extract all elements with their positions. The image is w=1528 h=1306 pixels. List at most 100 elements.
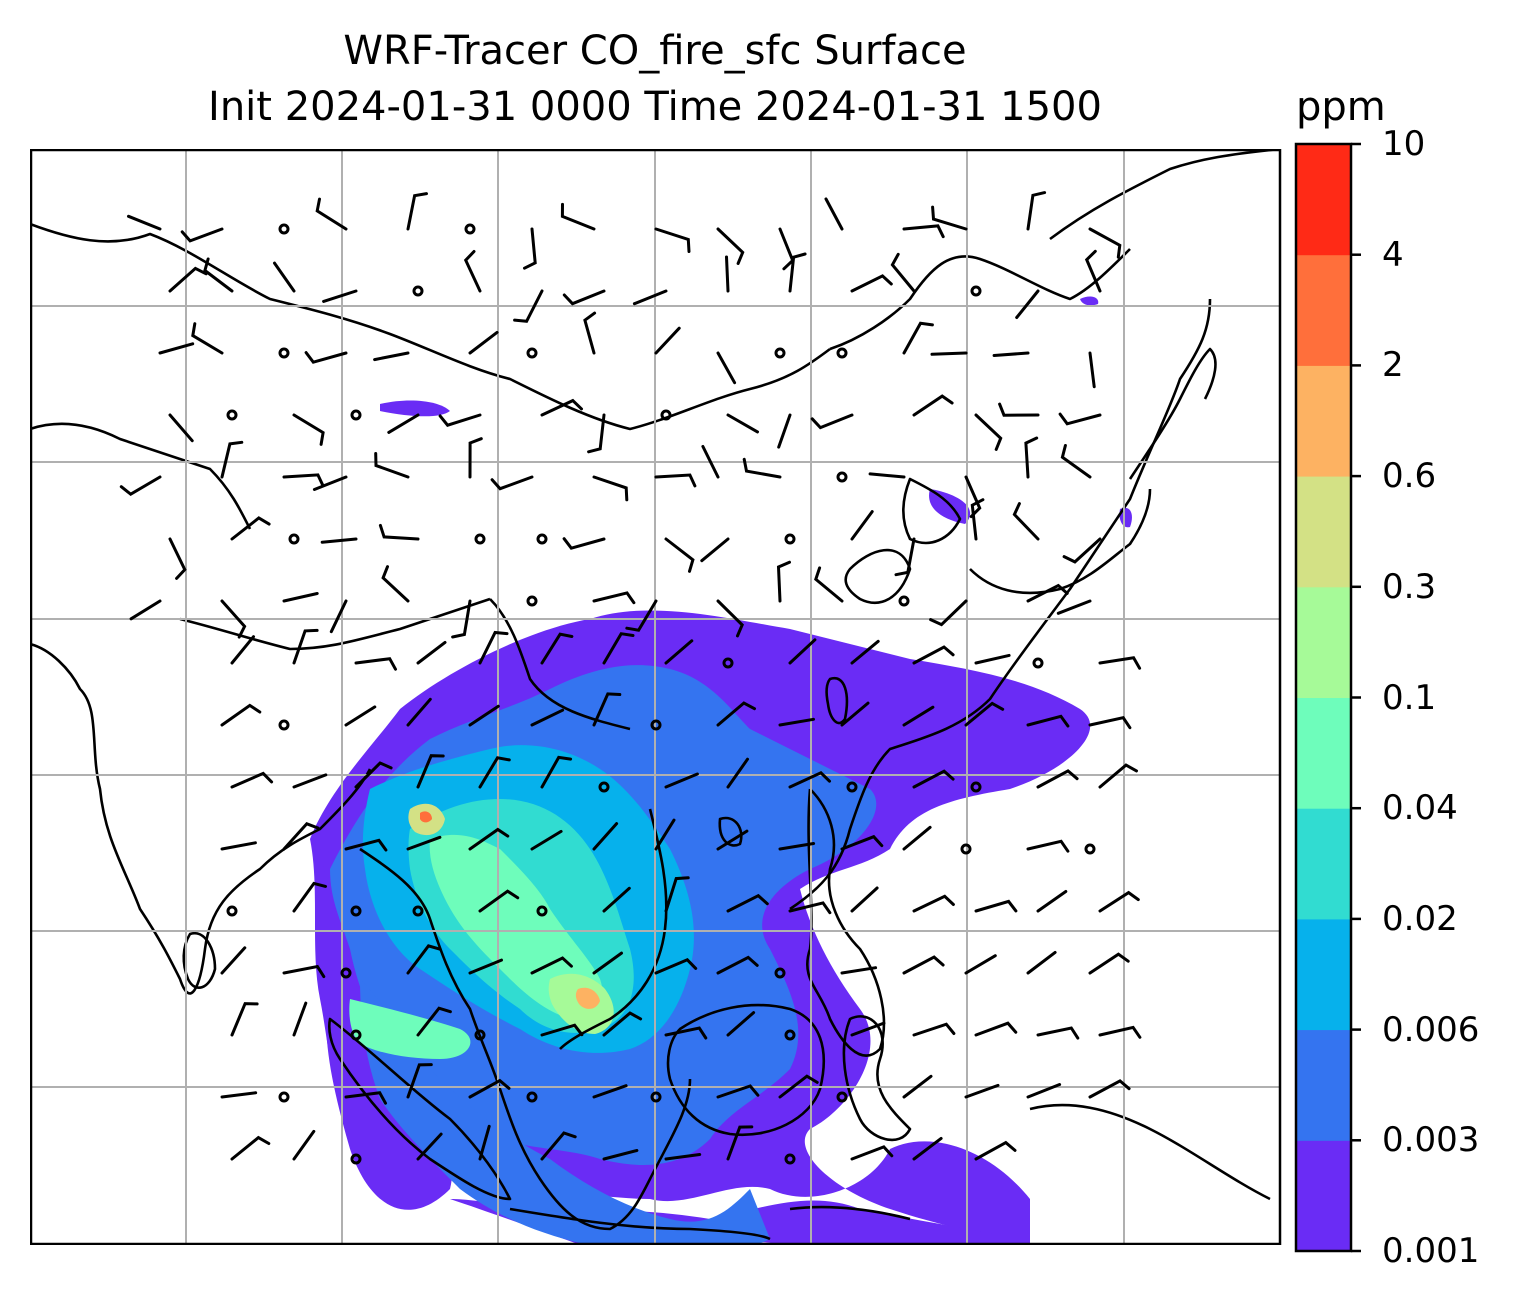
wind-barb xyxy=(560,202,596,231)
wind-calm-marker xyxy=(836,1091,848,1103)
coastline-taiwan xyxy=(825,676,849,725)
field-fragment-north xyxy=(380,400,450,417)
wind-barb xyxy=(850,1021,886,1037)
wind-barb xyxy=(523,227,537,270)
wind-barb xyxy=(602,632,635,665)
wind-calm-marker xyxy=(784,1153,796,1165)
wind-barb xyxy=(329,599,348,634)
wind-calm-marker xyxy=(598,781,610,793)
wind-barb xyxy=(230,516,271,541)
wind-calm-marker xyxy=(474,1029,486,1041)
wind-barb xyxy=(158,342,195,355)
coastline-hainan xyxy=(718,816,743,847)
wind-barb xyxy=(583,311,597,355)
wind-barb xyxy=(716,227,745,265)
wind-barb xyxy=(273,261,296,293)
wind-barb xyxy=(1088,716,1132,730)
wind-barb xyxy=(912,394,954,417)
wind-calm-marker xyxy=(288,533,300,545)
map-panel xyxy=(30,149,1282,1245)
wind-barb xyxy=(592,475,629,502)
wind-barb xyxy=(129,599,162,621)
colorbar-tick-label: 0.003 xyxy=(1382,1120,1480,1161)
wind-barb xyxy=(406,192,428,231)
wind-barb xyxy=(1036,769,1079,789)
coastline-central-asia xyxy=(30,422,252,530)
wind-barb xyxy=(381,565,410,603)
colorbar-band xyxy=(1296,365,1351,477)
border-himalaya xyxy=(179,597,491,651)
wind-barb xyxy=(468,1078,511,1099)
wind-calm-marker xyxy=(836,471,848,483)
wind-calm-marker xyxy=(1084,843,1096,855)
colorbar-tick-label: 0.3 xyxy=(1382,566,1437,607)
wind-barb xyxy=(292,628,319,665)
wind-barb xyxy=(406,697,432,727)
wind-barb xyxy=(292,413,325,446)
wind-barb xyxy=(964,1083,1000,1099)
wind-barb xyxy=(282,592,319,603)
colorbar-band xyxy=(1296,697,1351,809)
wind-barb xyxy=(168,413,194,443)
wind-barb xyxy=(742,457,782,479)
wind-barb xyxy=(592,591,636,605)
wind-barb xyxy=(127,214,162,231)
wind-barb xyxy=(312,475,348,491)
wind-calm-marker xyxy=(278,347,290,359)
wind-barb xyxy=(902,955,945,975)
coastline-korea xyxy=(901,477,962,545)
wind-calm-marker xyxy=(526,595,538,607)
wind-barb xyxy=(912,769,955,789)
wind-barb xyxy=(664,876,690,913)
wind-calm-marker xyxy=(970,781,982,793)
wind-barb xyxy=(632,289,668,306)
wind-barb xyxy=(716,1084,760,1099)
wind-calm-marker xyxy=(474,533,486,545)
wind-barb xyxy=(726,1125,754,1161)
coastline-china xyxy=(789,298,1212,911)
wind-barb xyxy=(664,772,699,789)
wind-barb xyxy=(1084,249,1102,293)
coastline-japan-north xyxy=(1128,347,1217,480)
wind-barb xyxy=(654,326,681,355)
wind-barb xyxy=(530,956,573,975)
colorbar-band xyxy=(1296,1029,1351,1141)
wind-barb xyxy=(1088,952,1130,975)
wind-barb xyxy=(625,599,658,632)
wind-calm-marker xyxy=(226,409,238,421)
wind-barb xyxy=(902,224,945,239)
wind-calm-marker xyxy=(970,285,982,297)
wind-barb xyxy=(562,537,606,550)
wind-barb xyxy=(912,645,955,665)
wind-barb xyxy=(292,1129,316,1161)
wind-calm-marker xyxy=(774,967,786,979)
wind-barb xyxy=(1062,537,1102,564)
wind-barb xyxy=(814,566,844,603)
wind-barb xyxy=(890,252,916,293)
coastline-java xyxy=(509,1207,771,1241)
wind-barb xyxy=(220,946,247,975)
wind-calm-marker xyxy=(784,533,796,545)
wind-calm-marker xyxy=(846,781,858,793)
colorbar xyxy=(1294,142,1361,1253)
wind-calm-marker xyxy=(340,967,352,979)
wind-calm-marker xyxy=(1032,657,1044,669)
wind-barb xyxy=(230,1135,271,1161)
wind-barb xyxy=(562,289,606,306)
colorbar-tick-label: 0.6 xyxy=(1382,456,1437,497)
wind-barb xyxy=(220,841,257,851)
wind-barb xyxy=(850,510,874,541)
wind-barb xyxy=(664,537,695,573)
colorbar-tick-label: 0.04 xyxy=(1382,788,1458,829)
wind-barb xyxy=(840,701,870,727)
wind-calm-marker xyxy=(774,347,786,359)
wind-barb xyxy=(824,197,844,231)
wind-barb xyxy=(868,472,906,479)
wind-barb xyxy=(406,1063,433,1099)
field-level-5 xyxy=(429,834,603,1020)
colorbar-band xyxy=(1296,254,1351,366)
wind-barb xyxy=(726,413,759,434)
wind-barb xyxy=(850,274,893,293)
co-concentration-field xyxy=(310,296,1132,1244)
wind-calm-marker xyxy=(350,1029,362,1041)
